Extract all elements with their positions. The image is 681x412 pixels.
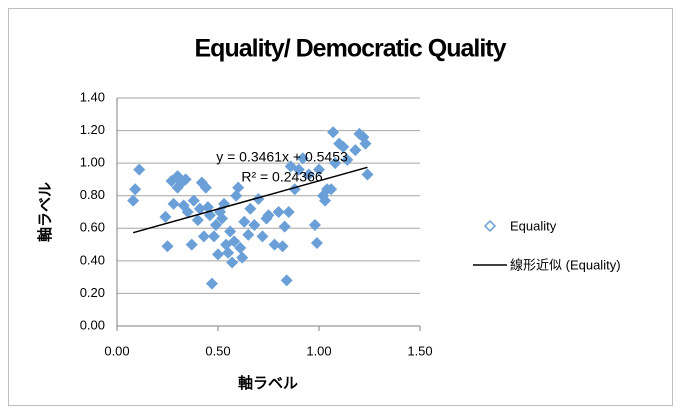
point xyxy=(349,144,362,157)
y-tick-label: 0.20 xyxy=(80,285,105,300)
point xyxy=(242,228,255,241)
x-tick-label: 0.00 xyxy=(104,343,129,358)
point xyxy=(361,168,374,181)
point xyxy=(319,194,332,207)
point xyxy=(185,238,198,251)
point xyxy=(187,194,200,207)
point xyxy=(228,235,241,248)
point xyxy=(308,219,321,232)
point xyxy=(207,230,220,243)
point xyxy=(337,140,350,153)
point xyxy=(276,240,289,253)
chart-frame xyxy=(8,8,673,406)
point xyxy=(232,181,245,194)
point xyxy=(280,274,293,287)
point xyxy=(272,206,285,218)
point xyxy=(268,238,281,251)
x-tick-label: 1.50 xyxy=(407,343,432,358)
x-tick-label: 1.00 xyxy=(306,343,331,358)
point xyxy=(197,230,210,243)
point xyxy=(226,256,239,269)
point xyxy=(212,248,224,261)
point xyxy=(252,192,265,205)
point xyxy=(167,197,180,210)
point xyxy=(262,209,275,222)
y-tick-label: 1.20 xyxy=(80,122,105,137)
point xyxy=(327,126,340,139)
y-tick-label: 1.00 xyxy=(80,155,105,170)
point xyxy=(234,241,247,254)
point xyxy=(341,153,354,166)
point xyxy=(244,202,257,215)
y-axis-label: 軸ラベル xyxy=(36,182,54,242)
point xyxy=(359,137,372,150)
point xyxy=(282,206,295,218)
point xyxy=(313,163,325,176)
y-tick-label: 1.40 xyxy=(80,89,105,104)
point xyxy=(236,251,249,264)
y-tick-label: 0.00 xyxy=(80,317,105,332)
point xyxy=(325,183,338,196)
point xyxy=(199,181,212,194)
chart-title: Equality/ Democratic Quality xyxy=(195,35,507,63)
point xyxy=(256,230,269,243)
point xyxy=(238,215,251,228)
legend-marker xyxy=(483,219,497,233)
point xyxy=(127,194,140,207)
y-tick-label: 0.80 xyxy=(80,187,105,202)
point xyxy=(129,183,142,196)
point xyxy=(329,157,342,170)
point xyxy=(159,210,172,223)
point xyxy=(191,214,204,227)
point xyxy=(181,206,194,218)
point xyxy=(209,219,222,232)
x-tick-label: 0.50 xyxy=(205,343,230,358)
point xyxy=(310,236,323,249)
point xyxy=(248,219,261,232)
point xyxy=(133,163,146,176)
trendline xyxy=(132,166,368,234)
point xyxy=(296,152,309,165)
x-axis-label: 軸ラベル xyxy=(238,374,298,392)
point xyxy=(230,189,243,202)
point xyxy=(161,240,174,253)
point xyxy=(216,212,229,225)
point xyxy=(193,202,206,215)
point xyxy=(201,201,214,214)
point xyxy=(278,220,291,233)
annotation: y = 0.3461x + 0.5453 xyxy=(216,149,348,165)
point xyxy=(205,277,218,290)
legend-label: 線形近似 (Equality) xyxy=(510,257,621,272)
point xyxy=(302,168,315,181)
annotation: R² = 0.24366 xyxy=(241,169,323,185)
point xyxy=(292,163,305,176)
point xyxy=(179,173,192,186)
y-tick-label: 0.60 xyxy=(80,220,105,235)
point xyxy=(224,225,237,238)
point xyxy=(222,246,235,259)
legend-label: Equality xyxy=(510,218,557,233)
y-tick-label: 0.40 xyxy=(80,252,105,267)
